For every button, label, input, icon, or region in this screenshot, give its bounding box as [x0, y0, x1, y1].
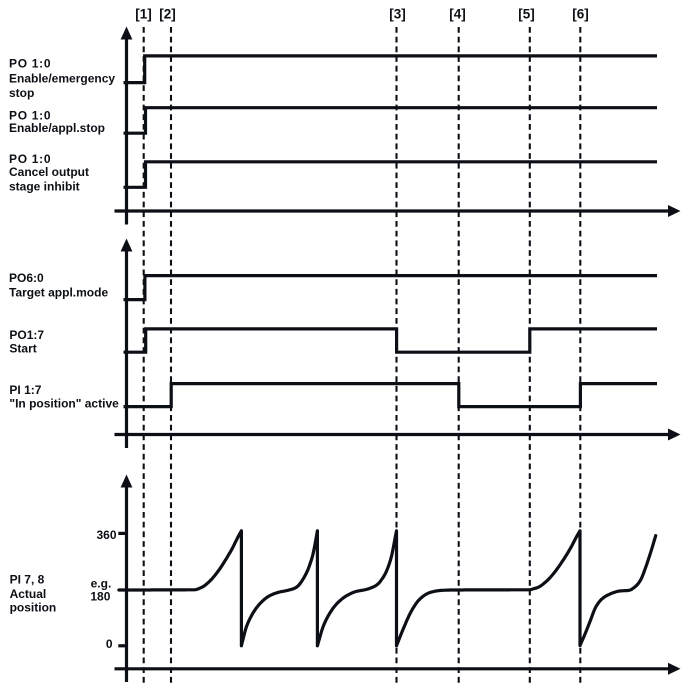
svg-text:stop: stop	[9, 86, 34, 100]
svg-text:Enable/appl.stop: Enable/appl.stop	[9, 121, 105, 135]
svg-text:stage inhibit: stage inhibit	[9, 180, 80, 194]
svg-text:"In position" active: "In position" active	[9, 396, 119, 410]
svg-text:[4]: [4]	[449, 7, 466, 22]
svg-text:position: position	[10, 601, 57, 615]
svg-text:Enable/emergency: Enable/emergency	[9, 71, 115, 85]
svg-text:180: 180	[90, 589, 110, 603]
svg-text:[6]: [6]	[572, 7, 589, 22]
svg-text:Cancel output: Cancel output	[9, 165, 89, 179]
svg-text:PO 1:0: PO 1:0	[9, 108, 51, 122]
svg-text:[3]: [3]	[389, 7, 406, 22]
svg-text:0: 0	[106, 637, 113, 651]
svg-text:Start: Start	[9, 342, 36, 356]
svg-text:Target appl.mode: Target appl.mode	[9, 285, 108, 299]
svg-text:PO1:7: PO1:7	[9, 328, 44, 342]
svg-text:Actual: Actual	[10, 587, 47, 601]
svg-text:PO 1:0: PO 1:0	[9, 57, 51, 71]
svg-text:e.g.: e.g.	[91, 576, 112, 590]
svg-text:[1]: [1]	[135, 7, 152, 22]
svg-text:PO6:0: PO6:0	[9, 271, 44, 285]
svg-text:PI 7, 8: PI 7, 8	[10, 572, 45, 586]
svg-text:360: 360	[96, 528, 116, 542]
svg-text:PO 1:0: PO 1:0	[9, 152, 51, 166]
svg-text:PI 1:7: PI 1:7	[9, 383, 41, 397]
svg-text:[5]: [5]	[518, 7, 535, 22]
svg-text:[2]: [2]	[159, 7, 176, 22]
